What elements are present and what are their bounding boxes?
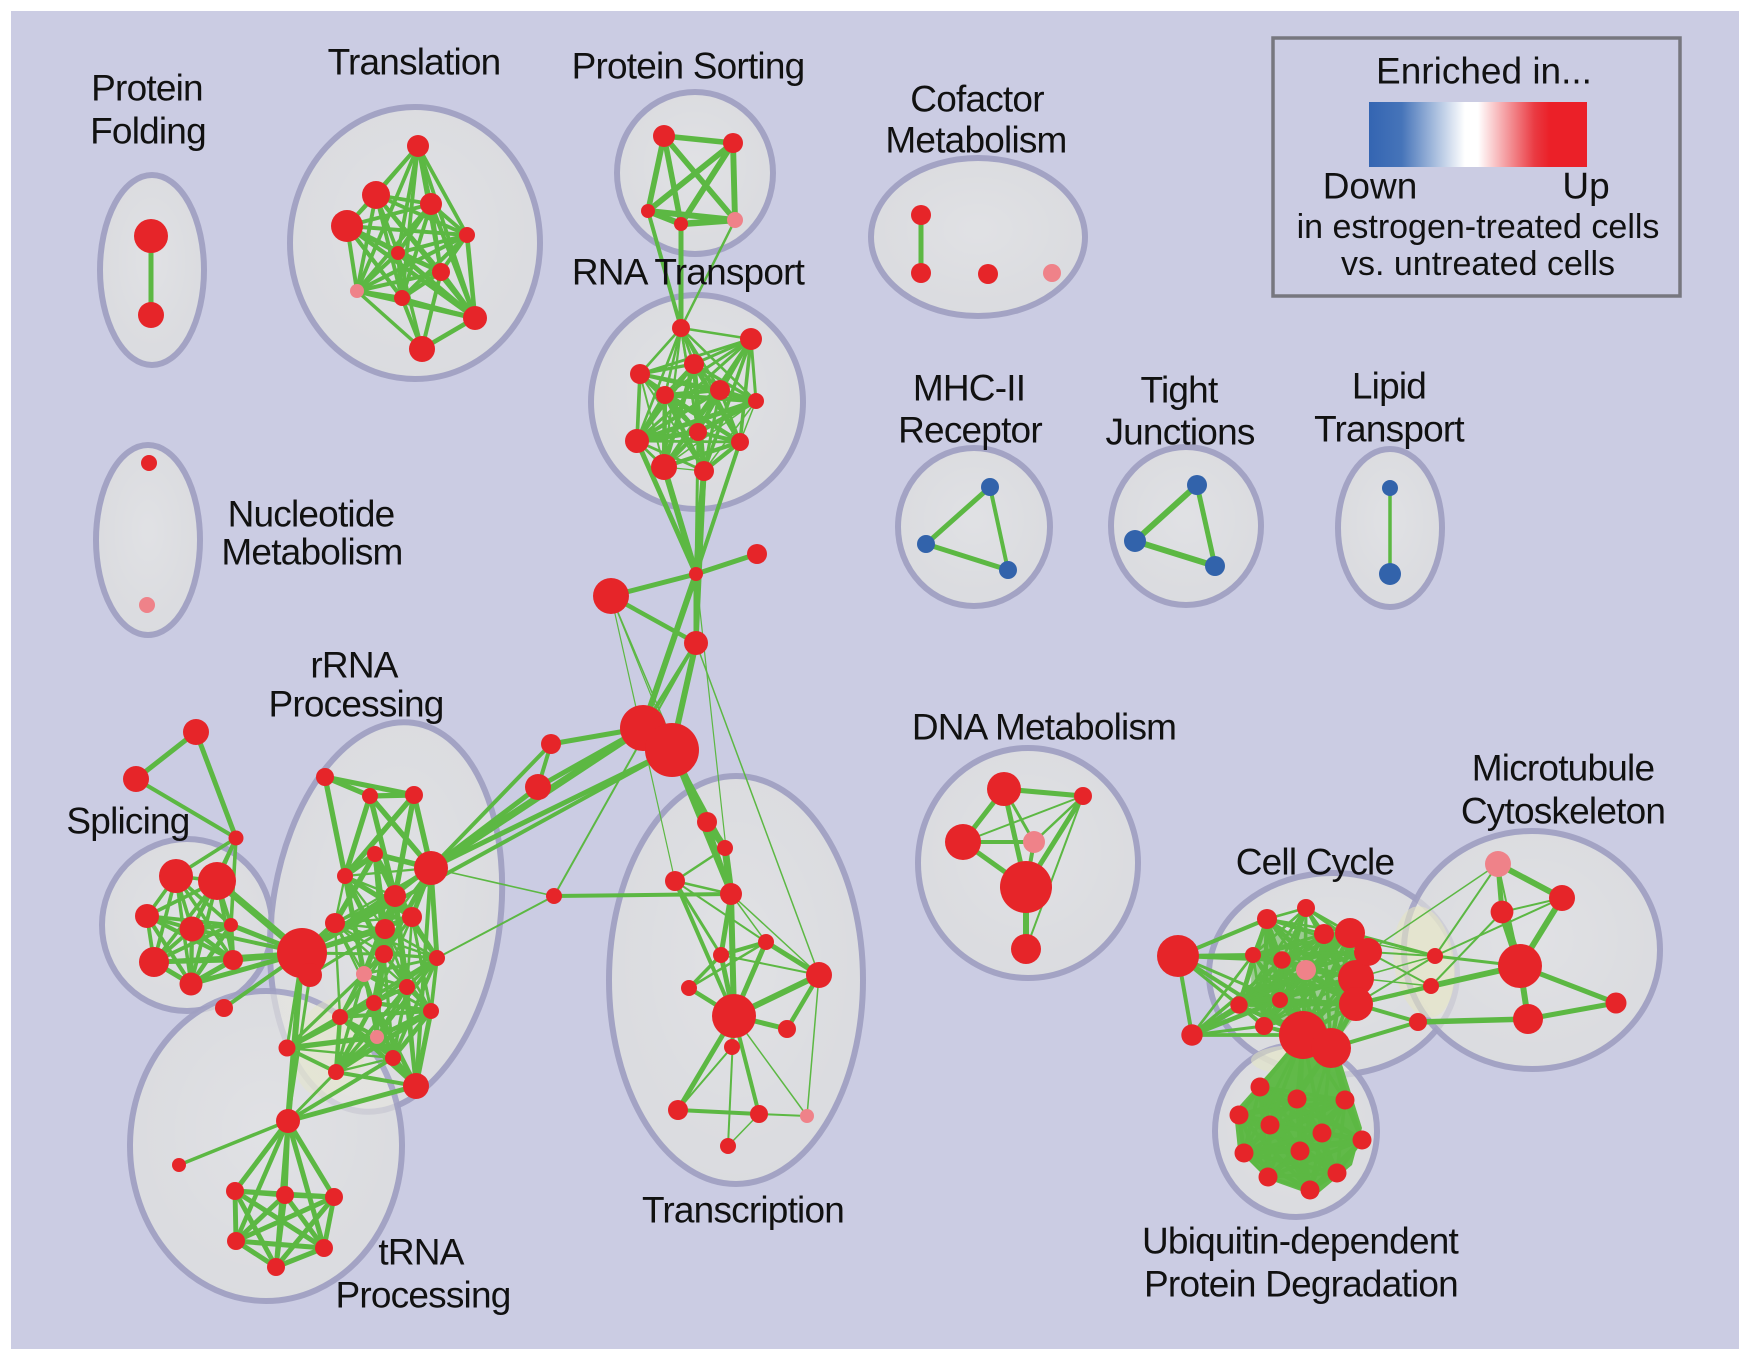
svg-text:Protein Sorting: Protein Sorting [572, 46, 805, 87]
svg-text:Processing: Processing [268, 684, 443, 725]
svg-text:DNA Metabolism: DNA Metabolism [912, 707, 1176, 748]
svg-text:Enriched in...: Enriched in... [1376, 51, 1592, 92]
svg-text:Transcription: Transcription [642, 1190, 844, 1231]
svg-text:Protein: Protein [91, 68, 203, 109]
svg-text:rRNA: rRNA [310, 645, 398, 686]
svg-text:Microtubule: Microtubule [1472, 748, 1654, 789]
svg-text:Nucleotide: Nucleotide [228, 494, 395, 535]
svg-text:Folding: Folding [90, 111, 206, 152]
svg-text:Cofactor: Cofactor [910, 79, 1044, 120]
svg-text:Cell Cycle: Cell Cycle [1236, 842, 1395, 883]
svg-text:Processing: Processing [335, 1275, 510, 1316]
svg-text:in estrogen-treated cells: in estrogen-treated cells [1297, 208, 1660, 246]
svg-text:MHC-II: MHC-II [913, 368, 1025, 409]
svg-text:Junctions: Junctions [1105, 412, 1254, 453]
svg-text:Tight: Tight [1141, 370, 1219, 411]
svg-text:Translation: Translation [328, 42, 501, 83]
svg-text:Lipid: Lipid [1352, 366, 1426, 407]
svg-text:RNA Transport: RNA Transport [572, 252, 806, 293]
svg-text:vs. untreated cells: vs. untreated cells [1341, 245, 1615, 283]
svg-text:Receptor: Receptor [898, 410, 1042, 451]
svg-text:Down: Down [1323, 166, 1418, 207]
svg-text:Cytoskeleton: Cytoskeleton [1461, 791, 1665, 832]
svg-text:Metabolism: Metabolism [885, 120, 1066, 161]
svg-text:tRNA: tRNA [378, 1232, 464, 1273]
svg-text:Protein Degradation: Protein Degradation [1144, 1264, 1458, 1305]
svg-text:Splicing: Splicing [66, 801, 189, 842]
svg-text:Up: Up [1562, 166, 1609, 207]
svg-text:Transport: Transport [1314, 409, 1465, 450]
svg-text:Ubiquitin-dependent: Ubiquitin-dependent [1142, 1221, 1460, 1262]
svg-text:Metabolism: Metabolism [221, 532, 402, 573]
